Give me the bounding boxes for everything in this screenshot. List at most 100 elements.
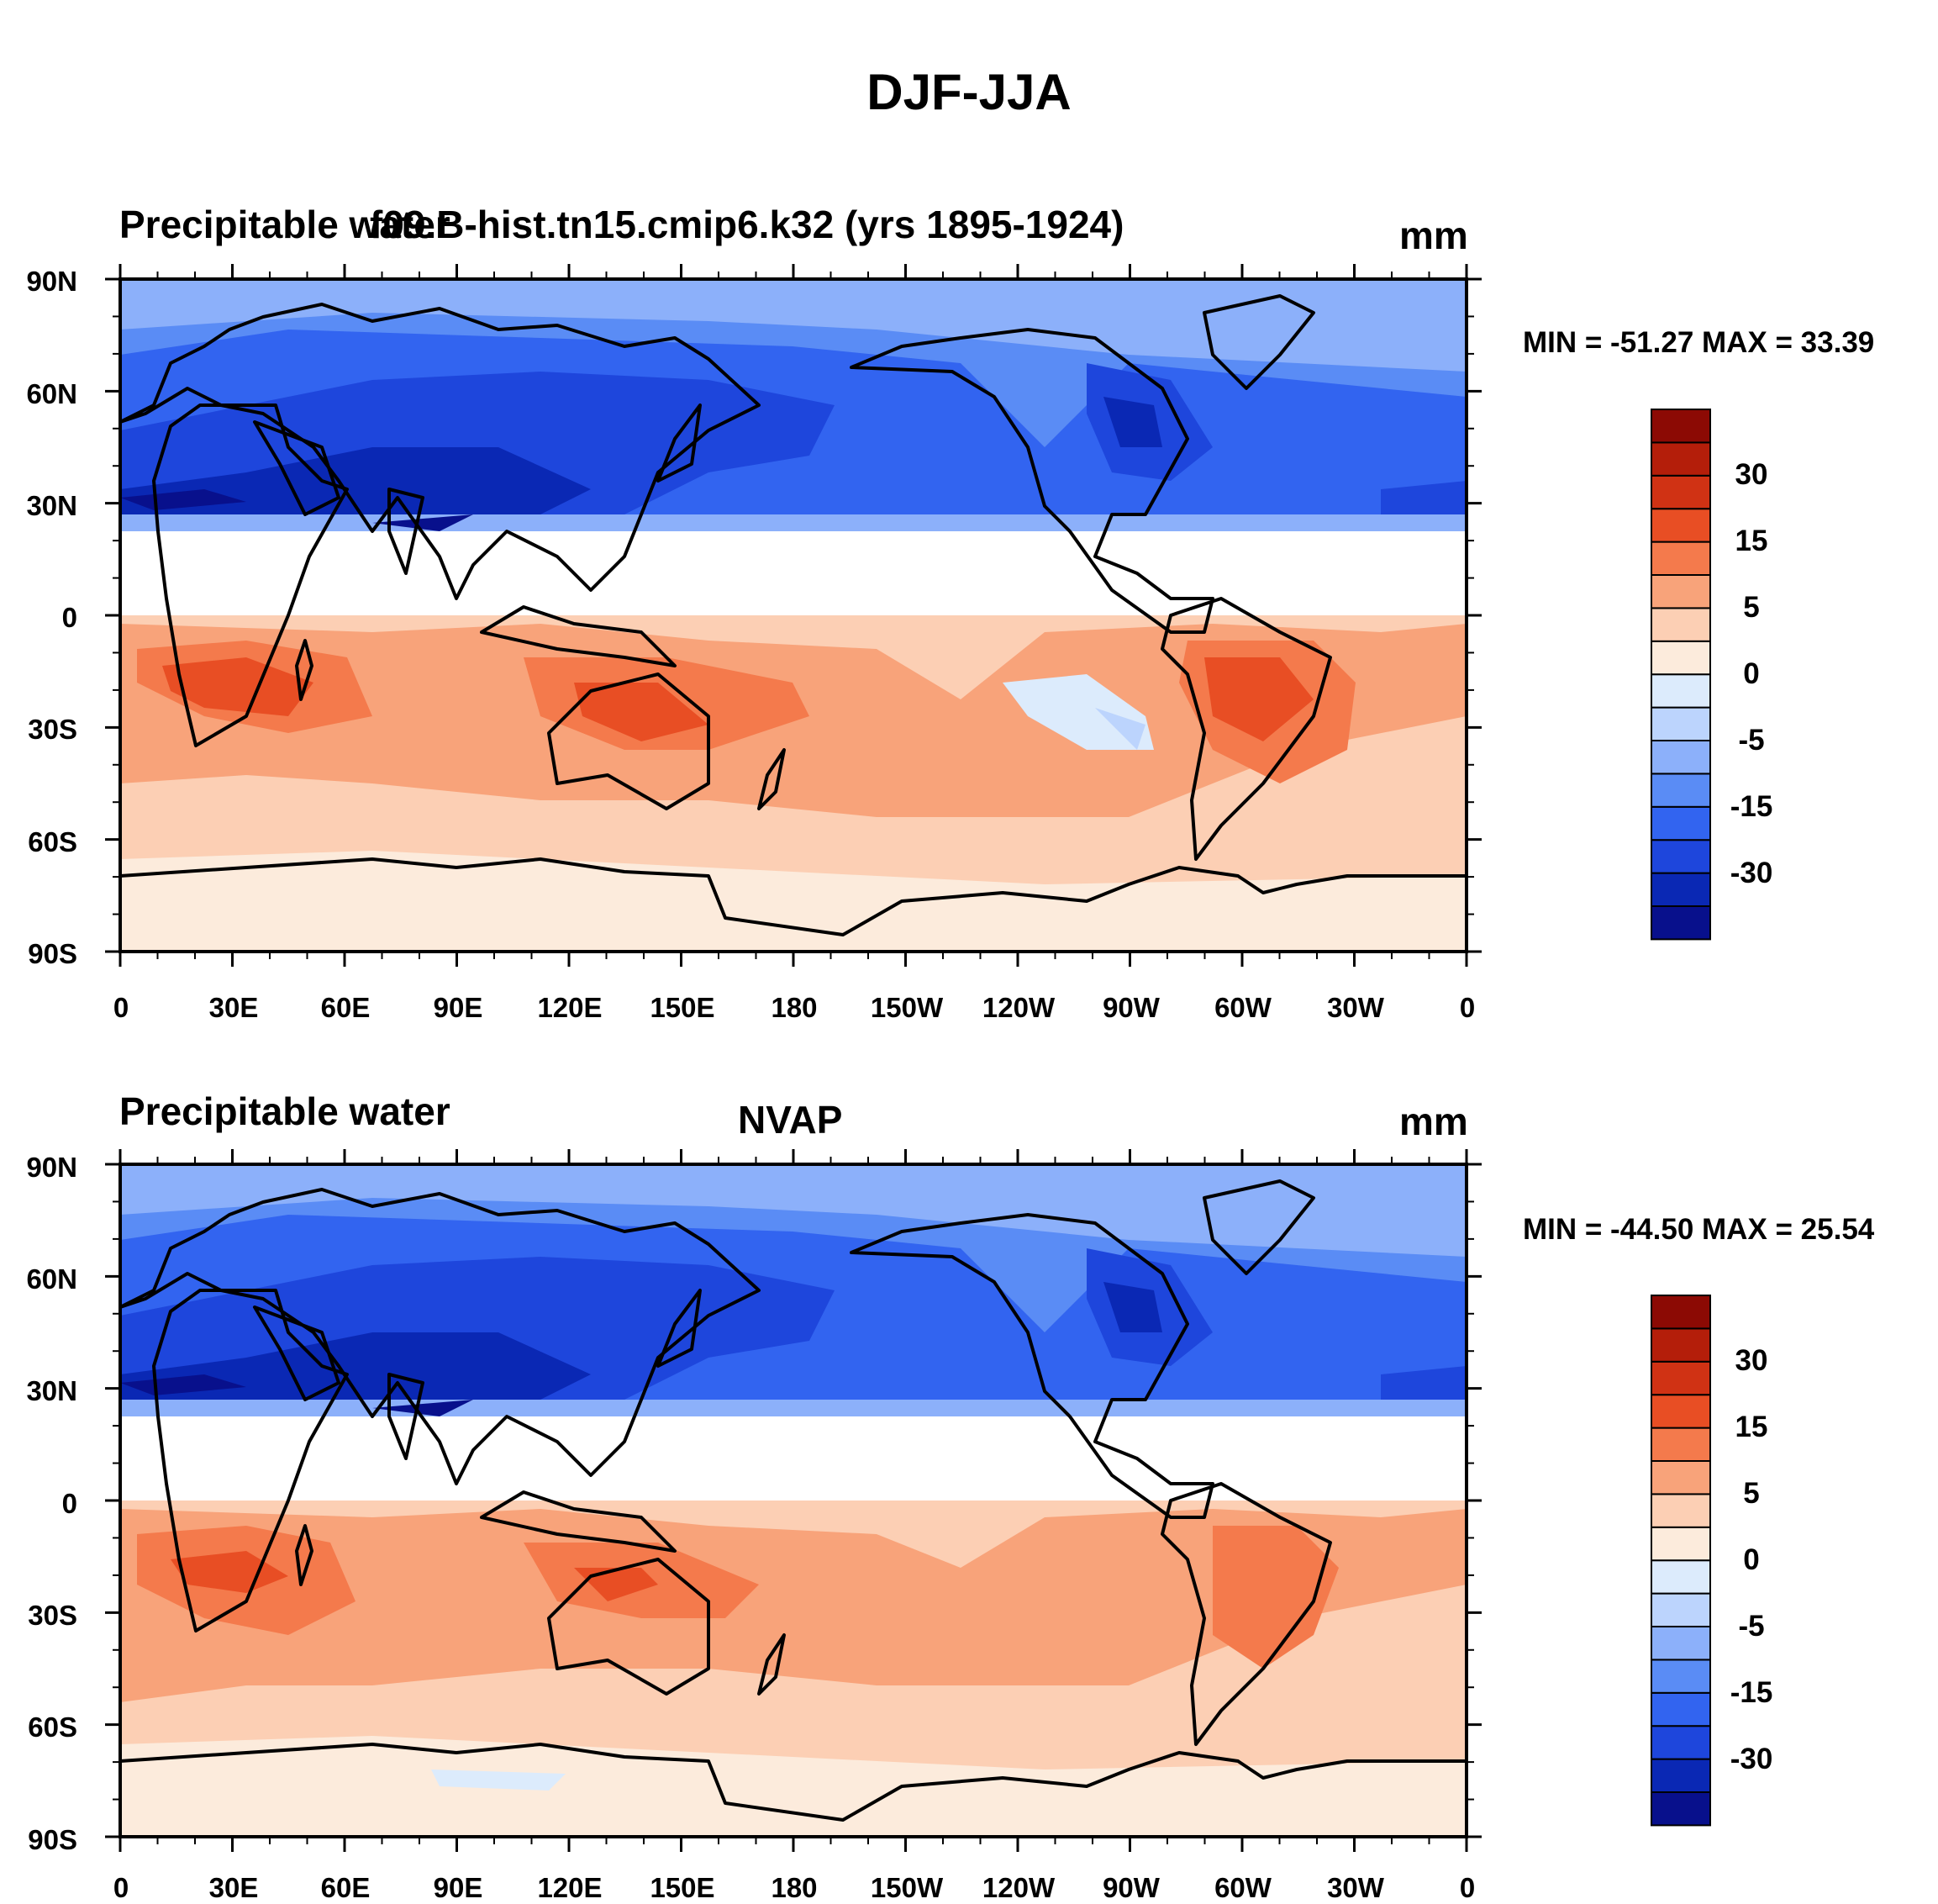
field-band [120,1374,473,1416]
panel1-colorbar-box [1651,640,1711,676]
panel2-lon-90E: 90E [433,1872,483,1903]
panel1-lon-0: 0 [113,992,129,1023]
panel2-lat-0: 0 [61,1488,77,1519]
panel1-lat-0: 0 [61,602,77,633]
panel2-colorbar-box [1651,1327,1711,1363]
panel2-colorbar-box [1651,1659,1711,1694]
panel1-cb-label-m5: -5 [1738,724,1765,757]
field-band [120,851,1467,952]
panel2-colorbar-box [1651,1427,1711,1462]
panel2-cb-label-m30: -30 [1730,1743,1773,1775]
panel1-cb-label-5: 5 [1743,591,1760,624]
panel2-lon-0-end: 0 [1459,1872,1476,1903]
field-band [120,397,1162,514]
panel1-lat-90S: 90S [28,938,77,969]
panel2-colorbar-box [1651,1691,1711,1727]
panel1-colorbar-box [1651,805,1711,841]
panel2-colorbar-box [1651,1758,1711,1794]
panel1-colorbar-box [1651,409,1711,444]
panel1-colorbar-box [1651,706,1711,741]
panel2-lat-60N: 60N [26,1263,77,1295]
panel1-colorbar-box [1651,872,1711,907]
panel2-lon-60E: 60E [320,1872,371,1903]
panel1-lon-0-end: 0 [1459,992,1476,1023]
panel2-lat-90N: 90N [26,1152,77,1183]
panel2-colorbar-box [1651,1493,1711,1528]
panel1-lat-60N: 60N [26,378,77,409]
panel2-lon-90W: 90W [1103,1872,1160,1903]
panel2-cb-label-30: 30 [1735,1344,1768,1377]
panel1-cb-label-15: 15 [1735,525,1768,557]
panel2-colorbar-box [1651,1360,1711,1396]
field-band [1095,708,1145,750]
panel1-cb-label-m30: -30 [1730,857,1773,889]
panel1-lon-30W: 30W [1327,992,1384,1023]
panel2-cb-label-m15: -15 [1730,1676,1773,1709]
panel1-lon-90E: 90E [433,992,483,1023]
panel1-lon-30E: 30E [208,992,259,1023]
field-band [120,489,473,531]
panel1-lon-150W: 150W [870,992,944,1023]
panel2-cb-label-0: 0 [1743,1543,1760,1576]
panel1-lon-120E: 120E [537,992,603,1023]
panel2-lon-30E: 30E [208,1872,259,1903]
panel2-colorbar-box [1651,1791,1711,1827]
panel2-cb-label-15: 15 [1735,1411,1768,1443]
panel1-center-title: f09.B-hist.tn15.cmip6.k32 (yrs 1895-1924… [370,203,1124,246]
panel2-lon-30W: 30W [1327,1872,1384,1903]
panel2-colorbar-box [1651,1626,1711,1661]
field-band [1003,674,1154,750]
panel2-lon-120W: 120W [982,1872,1056,1903]
panel1-left-title: Precipitable water [119,203,450,246]
panel1-colorbar-box [1651,905,1711,941]
figure-title: DJF-JJA [866,64,1072,120]
field-band [120,1282,1162,1400]
panel1-colorbar-box [1651,773,1711,808]
panel2-colorbar-box [1651,1592,1711,1627]
panel1-lon-60W: 60W [1214,992,1272,1023]
panel2-colorbar-box [1651,1725,1711,1760]
panel1-units: mm [1399,214,1468,257]
panel1-lat-90N: 90N [26,266,77,297]
panel1-colorbar-box [1651,541,1711,576]
panel1-cb-label-m15: -15 [1730,790,1773,823]
panel1-colorbar-box [1651,740,1711,775]
panel1-lat-30S: 30S [28,714,77,745]
panel1-colorbar-box [1651,508,1711,543]
panel2-lat-30S: 30S [28,1600,77,1631]
panel2-colorbar-box [1651,1460,1711,1495]
panel1-colorbar-box [1651,839,1711,874]
panel2-lon-180: 180 [771,1872,818,1903]
panel2-lon-0: 0 [113,1872,129,1903]
panel2-cb-label-5: 5 [1743,1477,1760,1510]
field-band [120,1509,1467,1702]
panel1-colorbar-box [1651,441,1711,477]
panel2-lon-60W: 60W [1214,1872,1272,1903]
panel2-colorbar-box [1651,1295,1711,1330]
panel2-cb-label-m5: -5 [1738,1610,1765,1643]
panel2-lon-150W: 150W [870,1872,944,1903]
panel1-cb-label-30: 30 [1735,458,1768,491]
panel1-lon-60E: 60E [320,992,371,1023]
panel2-stats: MIN = -44.50 MAX = 25.54 [1523,1213,1875,1246]
field-band [431,1770,566,1791]
panel2-lon-120E: 120E [537,1872,603,1903]
panel1-lat-60S: 60S [28,826,77,857]
panel2-lat-60S: 60S [28,1711,77,1743]
panel1-lon-120W: 120W [982,992,1056,1023]
panel2-colorbar-box [1651,1526,1711,1562]
panel1-lat-30N: 30N [26,490,77,521]
panel2-colorbar-box [1651,1559,1711,1595]
panel1-stats: MIN = -51.27 MAX = 33.39 [1523,326,1875,359]
field-band [137,1526,1339,1669]
panel2-units: mm [1399,1100,1468,1143]
panel2-lon-150E: 150E [650,1872,715,1903]
panel1-lon-150E: 150E [650,992,715,1023]
panel2-center-title: NVAP [738,1098,843,1142]
panel1-colorbar-box [1651,574,1711,609]
panel2-colorbar-box [1651,1394,1711,1429]
panel1-colorbar-box [1651,607,1711,642]
panel1-cb-label-0: 0 [1743,657,1760,690]
panel1-lon-90W: 90W [1103,992,1160,1023]
